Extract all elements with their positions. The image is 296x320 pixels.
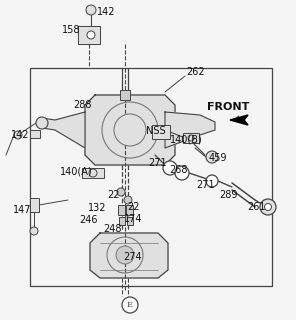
Circle shape — [188, 135, 194, 141]
Text: 246: 246 — [79, 215, 97, 225]
Circle shape — [30, 227, 38, 235]
Text: NSS: NSS — [146, 126, 166, 136]
Text: 261: 261 — [248, 202, 266, 212]
Bar — [30, 198, 39, 212]
Circle shape — [117, 188, 125, 196]
Text: FRONT: FRONT — [207, 102, 249, 112]
Circle shape — [265, 204, 271, 211]
Text: 262: 262 — [187, 67, 205, 77]
Text: 142: 142 — [11, 130, 29, 140]
Bar — [127, 217, 133, 225]
Text: 140(B): 140(B) — [170, 135, 202, 145]
Circle shape — [260, 199, 276, 215]
Bar — [30, 68, 272, 286]
Text: E: E — [127, 301, 133, 309]
Text: 268: 268 — [169, 165, 187, 175]
Bar — [30, 130, 40, 138]
Text: 289: 289 — [219, 190, 237, 200]
Text: 140(A): 140(A) — [60, 167, 92, 177]
Bar — [120, 90, 130, 100]
Bar — [118, 205, 125, 215]
Text: 271: 271 — [149, 158, 167, 168]
Text: 288: 288 — [74, 100, 92, 110]
Polygon shape — [78, 26, 100, 44]
Polygon shape — [230, 115, 248, 125]
Circle shape — [36, 117, 48, 129]
Text: 22: 22 — [107, 190, 119, 200]
Text: 174: 174 — [124, 214, 142, 224]
Circle shape — [124, 196, 132, 204]
Circle shape — [175, 166, 189, 180]
Circle shape — [206, 151, 218, 163]
Text: 158: 158 — [62, 25, 80, 35]
Polygon shape — [42, 112, 85, 148]
Polygon shape — [165, 112, 215, 148]
Circle shape — [87, 31, 95, 39]
Bar — [82, 168, 104, 178]
Circle shape — [89, 169, 97, 177]
Text: 22: 22 — [127, 202, 139, 212]
Polygon shape — [90, 233, 168, 278]
Text: 274: 274 — [124, 252, 142, 262]
Bar — [119, 217, 125, 225]
Bar — [152, 125, 170, 139]
Circle shape — [206, 175, 218, 187]
Circle shape — [14, 131, 22, 139]
Polygon shape — [85, 95, 175, 165]
Circle shape — [163, 161, 177, 175]
Text: 459: 459 — [209, 153, 227, 163]
Text: 142: 142 — [97, 7, 115, 17]
Text: 271: 271 — [197, 180, 215, 190]
Bar — [126, 205, 133, 215]
Circle shape — [122, 297, 138, 313]
Text: 248: 248 — [104, 224, 122, 234]
Text: 132: 132 — [88, 203, 106, 213]
Circle shape — [116, 246, 134, 264]
Circle shape — [86, 5, 96, 15]
Bar — [183, 133, 199, 143]
Circle shape — [114, 114, 146, 146]
Text: 147: 147 — [13, 205, 31, 215]
